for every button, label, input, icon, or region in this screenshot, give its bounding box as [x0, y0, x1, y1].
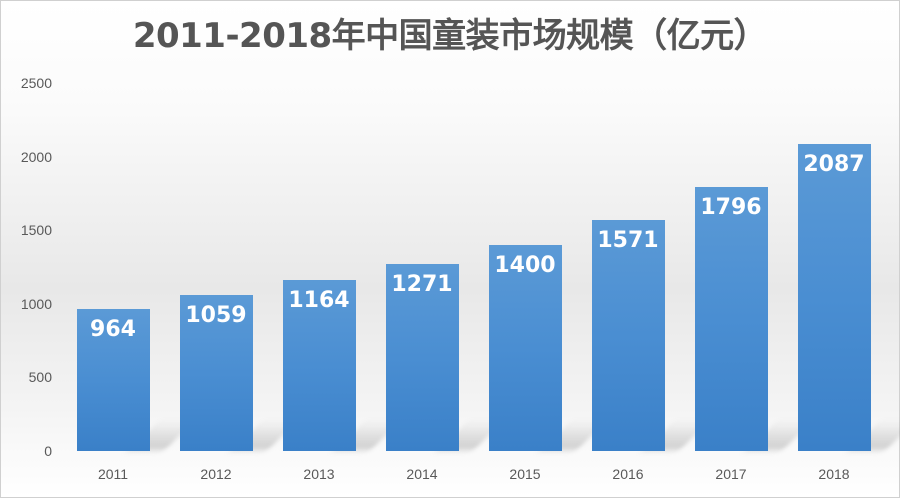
data-label: 1796 [700, 194, 762, 220]
chart-title: 2011-2018年中国童装市场规模（亿元） [132, 16, 768, 56]
bar-2013: 1164 [282, 279, 356, 451]
data-label: 1400 [494, 252, 556, 278]
x-tick-label: 2017 [715, 466, 747, 482]
data-label: 1271 [391, 271, 453, 297]
x-tick-label: 2013 [303, 466, 335, 482]
x-tick-label: 2011 [97, 466, 129, 482]
bar-2012: 1059 [179, 295, 253, 451]
y-tick-label: 2500 [20, 75, 52, 91]
bar-2016: 1571 [591, 219, 665, 451]
y-tick-label: 2000 [20, 148, 52, 165]
data-label: 1164 [288, 287, 350, 313]
data-label: 964 [90, 317, 136, 343]
data-label: 2087 [803, 151, 865, 177]
bar-2015: 1400 [488, 244, 562, 451]
y-tick-label: 1000 [20, 295, 52, 312]
bar-2011: 964 [76, 309, 150, 451]
x-tick-label: 2016 [612, 466, 644, 482]
y-tick-label: 1500 [20, 222, 52, 239]
bar-2018: 2087 [797, 143, 871, 451]
data-label: 1571 [597, 227, 659, 253]
y-tick-label: 500 [28, 369, 52, 386]
x-tick-label: 2014 [406, 466, 438, 482]
x-tick-label: 2015 [509, 466, 541, 482]
bar-2017: 1796 [694, 186, 768, 451]
y-tick-label: 0 [44, 443, 52, 459]
data-label: 1059 [185, 303, 247, 329]
x-tick-label: 2018 [818, 466, 850, 482]
bar-2014: 1271 [385, 263, 459, 451]
x-tick-label: 2012 [200, 466, 232, 482]
